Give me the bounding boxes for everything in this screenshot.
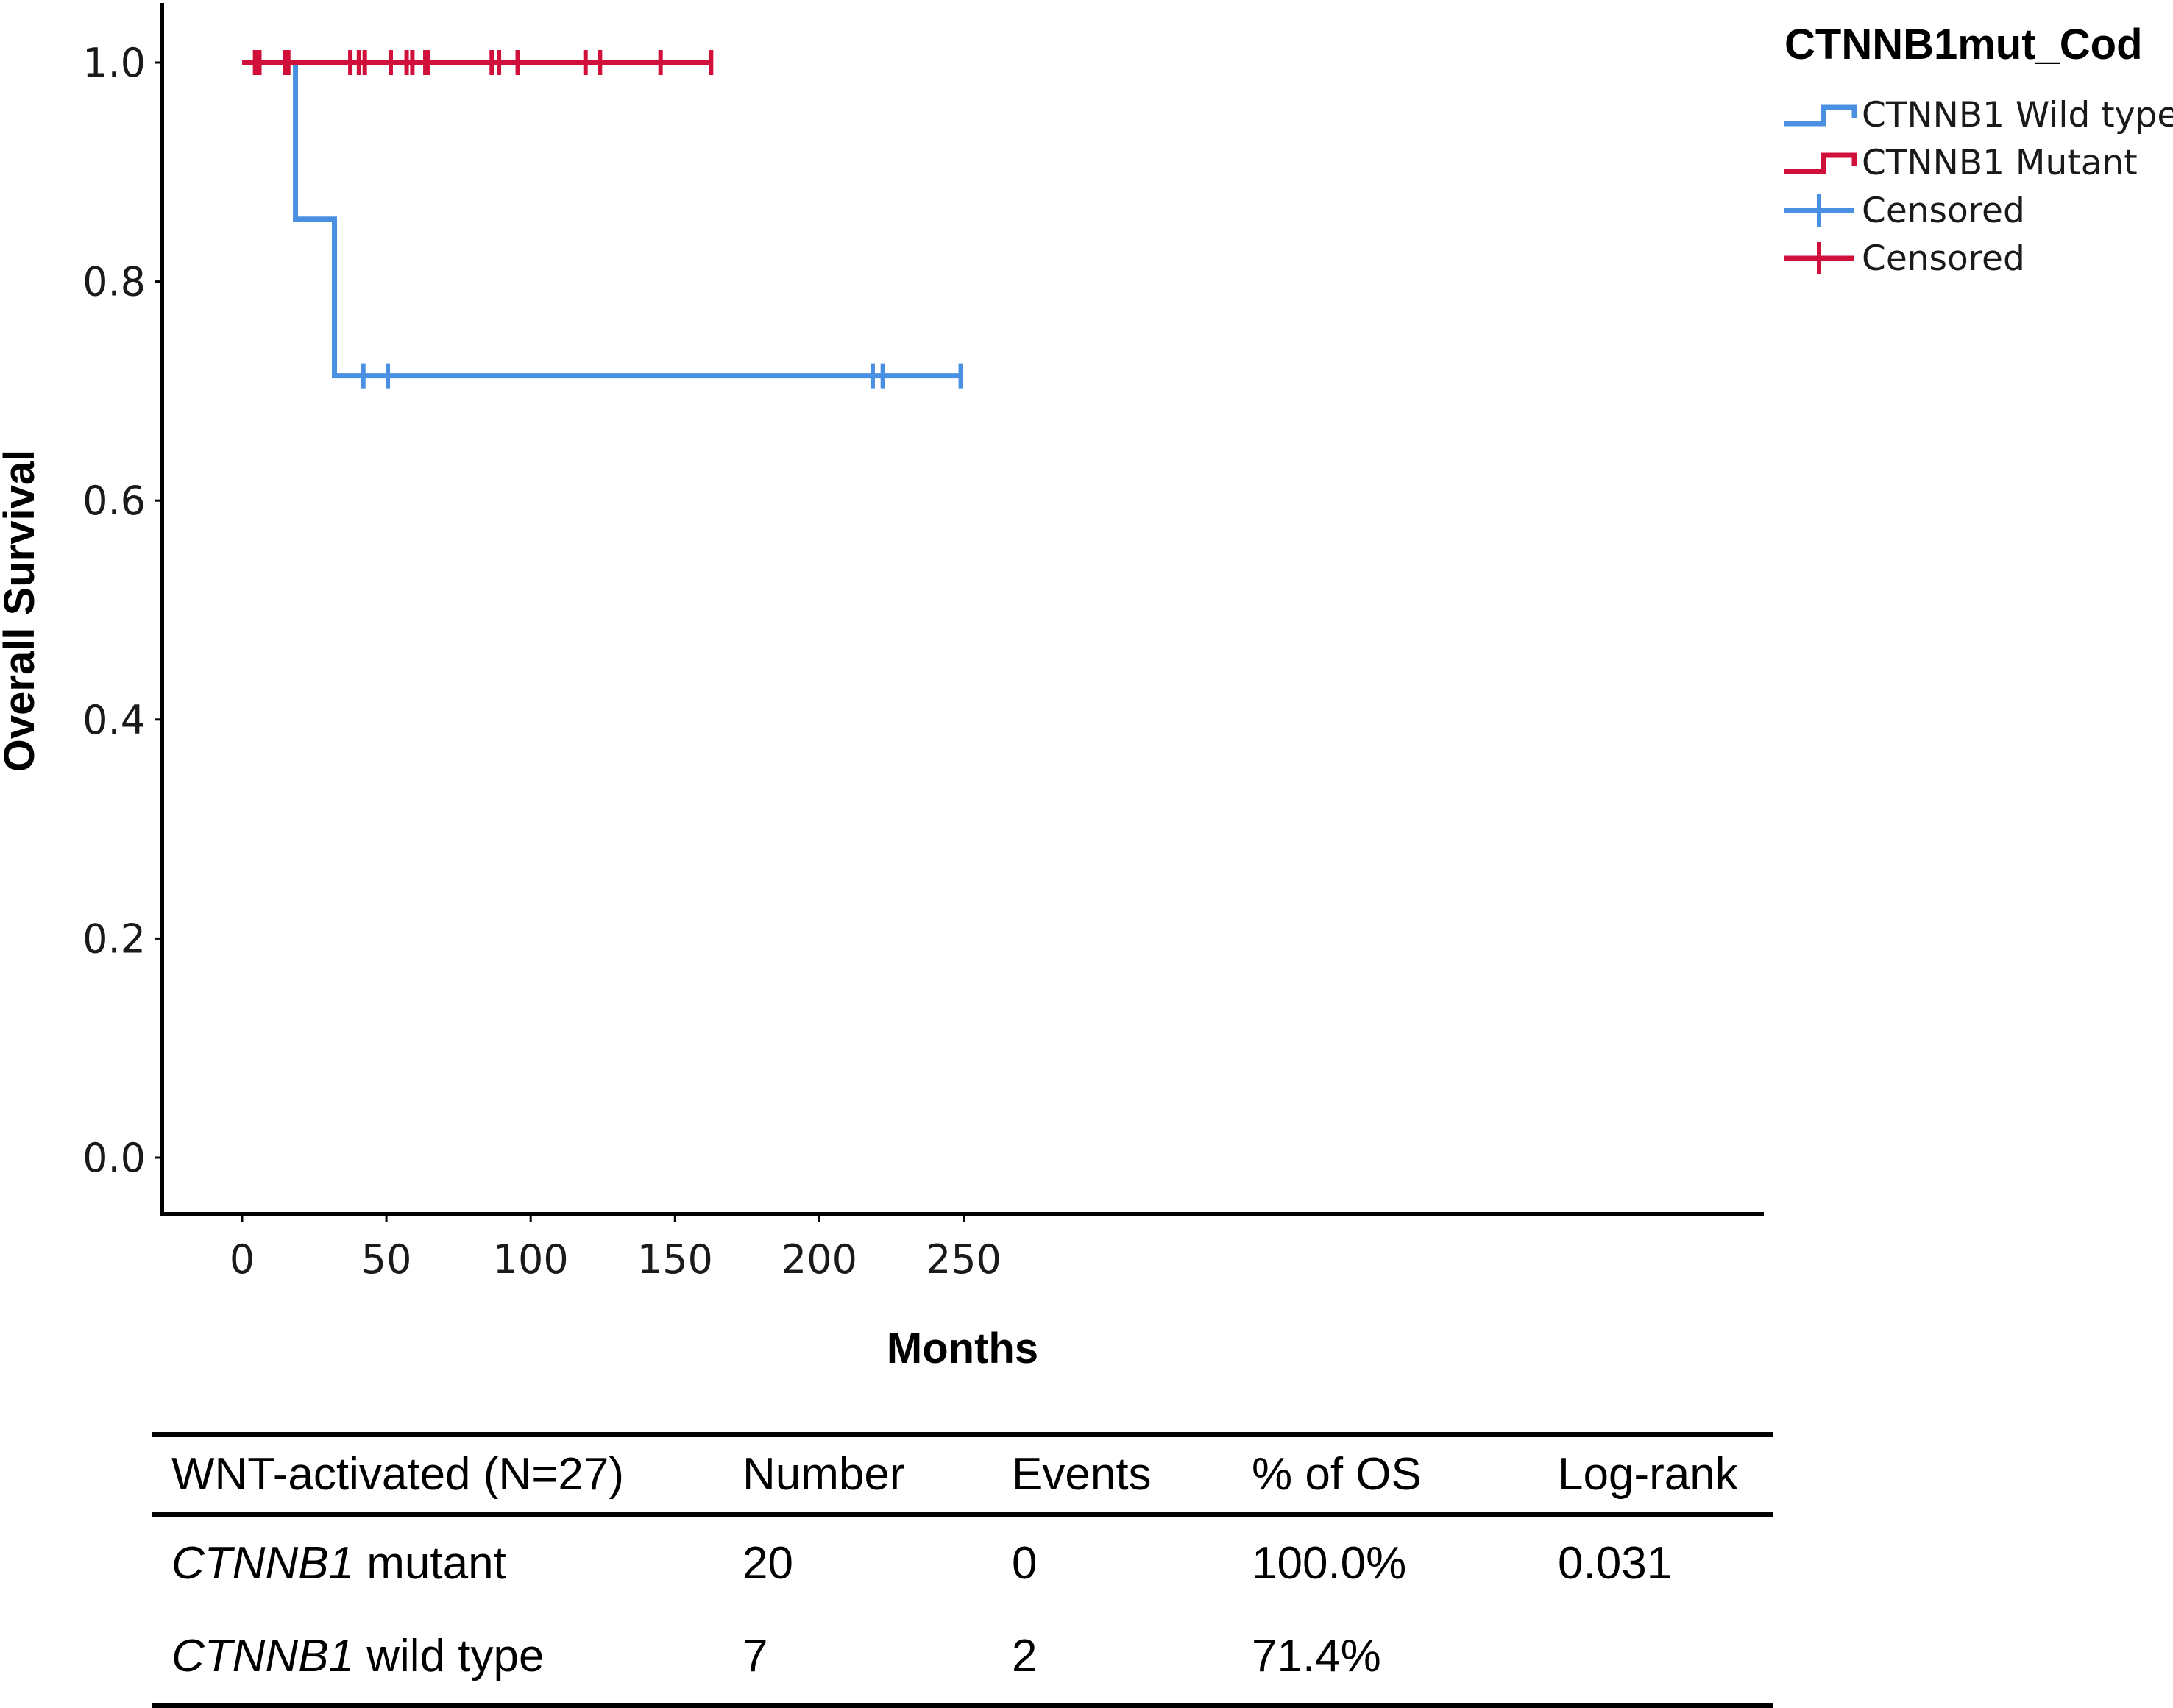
header-os: % of OS (1233, 1432, 1539, 1517)
legend-label: Censored (1862, 238, 2025, 279)
table-row: CTNNB1 mutant 20 0 100.0% 0.031 (152, 1514, 1773, 1610)
x-axis-ticks: 0 50 100 150 200 250 (230, 1214, 1002, 1283)
cell-logrank (1539, 1609, 1773, 1708)
x-tick-label: 50 (361, 1236, 412, 1283)
y-axis-ticks: 0.0 0.2 0.4 0.6 0.8 1.0 (82, 40, 162, 1181)
group-label: mutant (354, 1537, 506, 1589)
header-logrank: Log-rank (1539, 1432, 1773, 1517)
y-tick-label: 0.8 (82, 259, 146, 305)
cell-os: 71.4% (1233, 1609, 1539, 1708)
x-tick-label: 200 (781, 1236, 857, 1283)
x-tick-label: 250 (926, 1236, 1002, 1283)
table-row: CTNNB1 wild type 7 2 71.4% (152, 1609, 1773, 1708)
legend-title: CTNNB1mut_Cod (1784, 21, 2143, 68)
x-tick-label: 0 (230, 1236, 255, 1283)
legend-entries: CTNNB1 Wild type CTNNB1 Mutant Censored Cen… (1784, 95, 2173, 279)
table-header-row: WNT-activated (N=27) Number Events % of … (152, 1432, 1773, 1517)
gene-name: CTNNB1 (171, 1631, 355, 1682)
cell-logrank: 0.031 (1558, 1537, 1673, 1589)
x-axis-title: Months (887, 1325, 1038, 1372)
group-label: wild type (354, 1631, 545, 1682)
survival-stats-table: WNT-activated (N=27) Number Events % of … (152, 1432, 1773, 1708)
cell-group: CTNNB1 mutant (152, 1514, 723, 1610)
legend-step-symbol (1784, 152, 1857, 174)
cell-os: 100.0% (1252, 1537, 1407, 1589)
header-events: Events (993, 1432, 1233, 1517)
legend-label: CTNNB1 Wild type (1862, 95, 2173, 135)
y-tick-label: 1.0 (82, 40, 146, 86)
legend-label: Censored (1862, 191, 2025, 231)
x-tick-label: 150 (637, 1236, 713, 1283)
header-number: Number (723, 1432, 993, 1517)
cell-group: CTNNB1 wild type (152, 1609, 723, 1708)
y-tick-label: 0.2 (82, 915, 146, 962)
gene-name: CTNNB1 (171, 1537, 355, 1589)
y-tick-label: 0.0 (82, 1135, 146, 1181)
kaplan-meier-chart: Overall Survival Months 0 50 100 150 200 250 … (0, 3, 2173, 1372)
survival-step-line (242, 60, 961, 379)
y-axis-title: Overall Survival (0, 450, 43, 772)
legend-label: CTNNB1 Mutant (1862, 143, 2138, 183)
cell-events: 2 (993, 1609, 1233, 1708)
header-group: WNT-activated (N=27) (152, 1432, 723, 1517)
x-tick-label: 100 (493, 1236, 569, 1283)
cell-number: 7 (723, 1609, 993, 1708)
cell-number: 20 (742, 1537, 793, 1589)
cell-events: 0 (1012, 1537, 1038, 1589)
series-layer (242, 50, 963, 389)
legend: CTNNB1mut_Cod CTNNB1 Wild type CTNNB1 Mut… (1784, 21, 2173, 279)
y-tick-label: 0.4 (82, 697, 146, 743)
y-tick-label: 0.6 (82, 478, 146, 524)
legend-step-symbol (1784, 104, 1857, 127)
